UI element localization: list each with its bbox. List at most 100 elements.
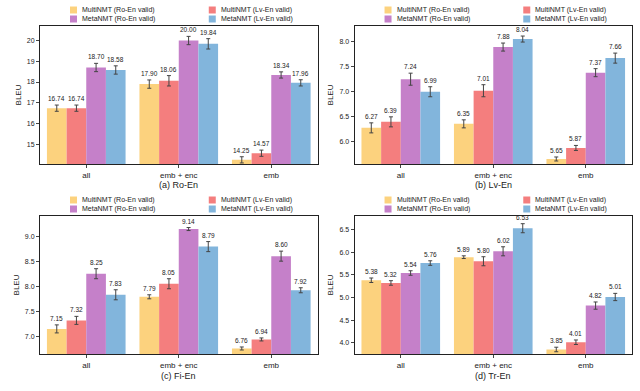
- svg-text:6.39: 6.39: [384, 107, 397, 114]
- svg-text:5.38: 5.38: [365, 268, 378, 275]
- svg-text:19: 19: [27, 58, 35, 65]
- svg-text:MultiNMT (Ro-En valid): MultiNMT (Ro-En valid): [82, 196, 155, 204]
- svg-text:emb: emb: [263, 171, 279, 180]
- svg-text:6.99: 6.99: [424, 77, 437, 84]
- svg-text:emb: emb: [578, 171, 594, 180]
- svg-text:7.88: 7.88: [497, 33, 510, 40]
- svg-text:8.0: 8.0: [339, 38, 349, 45]
- svg-text:all: all: [82, 171, 90, 180]
- svg-text:18.70: 18.70: [88, 53, 105, 60]
- svg-text:7.37: 7.37: [589, 59, 602, 66]
- svg-text:6.94: 6.94: [255, 328, 268, 335]
- svg-text:7.79: 7.79: [143, 285, 156, 292]
- svg-text:5.5: 5.5: [339, 271, 349, 278]
- svg-text:all: all: [397, 171, 405, 180]
- svg-text:MultiNMT (Ro-En valid): MultiNMT (Ro-En valid): [397, 196, 470, 204]
- svg-text:MetaNMT (Lv-En valid): MetaNMT (Lv-En valid): [221, 205, 293, 213]
- svg-text:18.58: 18.58: [107, 56, 124, 63]
- svg-text:9.14: 9.14: [182, 218, 195, 225]
- svg-text:MultiNMT (Lv-En valid): MultiNMT (Lv-En valid): [535, 6, 606, 14]
- svg-text:6.0: 6.0: [339, 138, 349, 145]
- svg-text:6.53: 6.53: [516, 214, 529, 221]
- svg-text:6.5: 6.5: [339, 113, 349, 120]
- svg-text:8.25: 8.25: [90, 259, 103, 266]
- svg-text:7.0: 7.0: [339, 88, 349, 95]
- svg-text:16.74: 16.74: [68, 95, 85, 102]
- svg-text:emb + enc: emb + enc: [474, 171, 512, 180]
- svg-text:5.01: 5.01: [609, 283, 622, 290]
- svg-text:5.76: 5.76: [424, 251, 437, 258]
- svg-text:8.04: 8.04: [516, 26, 529, 33]
- svg-text:6.27: 6.27: [365, 113, 378, 120]
- svg-text:14.57: 14.57: [253, 140, 270, 147]
- svg-text:16.74: 16.74: [48, 95, 65, 102]
- svg-text:8.0: 8.0: [25, 283, 35, 290]
- svg-text:7.01: 7.01: [477, 75, 490, 82]
- svg-text:emb + enc: emb + enc: [160, 171, 198, 180]
- svg-text:MultiNMT (Lv-En valid): MultiNMT (Lv-En valid): [535, 196, 606, 204]
- svg-text:6.35: 6.35: [457, 110, 470, 117]
- svg-text:MultiNMT (Lv-En valid): MultiNMT (Lv-En valid): [221, 6, 292, 14]
- svg-text:7.92: 7.92: [294, 278, 307, 285]
- svg-text:8.60: 8.60: [275, 241, 288, 248]
- svg-text:5.89: 5.89: [457, 246, 470, 253]
- svg-text:7.5: 7.5: [339, 63, 349, 70]
- svg-text:20: 20: [27, 37, 35, 44]
- svg-text:7.66: 7.66: [609, 43, 622, 50]
- svg-text:5.32: 5.32: [384, 271, 397, 278]
- svg-text:6.02: 6.02: [497, 237, 510, 244]
- svg-text:5.54: 5.54: [404, 261, 417, 268]
- svg-text:BLEU: BLEU: [14, 84, 23, 105]
- svg-text:MultiNMT (Lv-En valid): MultiNMT (Lv-En valid): [221, 196, 292, 204]
- svg-text:MultiNMT (Ro-En valid): MultiNMT (Ro-En valid): [397, 6, 470, 14]
- svg-text:4.0: 4.0: [339, 339, 349, 346]
- svg-text:5.80: 5.80: [477, 247, 490, 254]
- svg-text:7.0: 7.0: [25, 333, 35, 340]
- svg-text:MetaNMT (Lv-En valid): MetaNMT (Lv-En valid): [535, 205, 607, 213]
- svg-text:18.06: 18.06: [160, 66, 177, 73]
- svg-text:5.0: 5.0: [339, 294, 349, 301]
- svg-text:6.0: 6.0: [339, 249, 349, 256]
- svg-text:MetaNMT (Lv-En valid): MetaNMT (Lv-En valid): [221, 15, 293, 23]
- svg-text:MetaNMT (Ro-En valid): MetaNMT (Ro-En valid): [397, 15, 470, 23]
- svg-text:7.15: 7.15: [50, 315, 63, 322]
- svg-text:MetaNMT (Ro-En valid): MetaNMT (Ro-En valid): [397, 205, 470, 213]
- svg-text:17: 17: [27, 99, 35, 106]
- svg-text:6.5: 6.5: [339, 226, 349, 233]
- svg-text:MultiNMT (Ro-En valid): MultiNMT (Ro-En valid): [82, 6, 155, 14]
- svg-text:14.25: 14.25: [233, 147, 250, 154]
- svg-text:all: all: [397, 361, 405, 370]
- svg-text:16: 16: [27, 120, 35, 127]
- svg-text:emb + enc: emb + enc: [474, 361, 512, 370]
- svg-text:emb: emb: [263, 361, 279, 370]
- svg-text:18.34: 18.34: [273, 62, 290, 69]
- svg-text:(b) Lv-En: (b) Lv-En: [475, 180, 512, 190]
- svg-text:BLEU: BLEU: [12, 274, 21, 295]
- svg-text:BLEU: BLEU: [326, 274, 335, 295]
- svg-text:(c) Fi-En: (c) Fi-En: [161, 371, 196, 381]
- svg-text:MetaNMT (Lv-En valid): MetaNMT (Lv-En valid): [535, 15, 607, 23]
- svg-text:9.0: 9.0: [25, 233, 35, 240]
- svg-text:4.82: 4.82: [589, 292, 602, 299]
- svg-text:5.87: 5.87: [569, 135, 582, 142]
- svg-text:17.96: 17.96: [292, 70, 309, 77]
- svg-text:19.84: 19.84: [200, 29, 217, 36]
- svg-text:8.79: 8.79: [202, 232, 215, 239]
- svg-text:all: all: [82, 361, 90, 370]
- svg-text:17.90: 17.90: [141, 70, 158, 77]
- svg-text:(a) Ro-En: (a) Ro-En: [159, 180, 198, 190]
- svg-text:7.5: 7.5: [25, 308, 35, 315]
- svg-text:20.00: 20.00: [180, 26, 197, 33]
- svg-text:4.5: 4.5: [339, 317, 349, 324]
- svg-text:18: 18: [27, 78, 35, 85]
- svg-text:6.76: 6.76: [235, 337, 248, 344]
- svg-text:8.05: 8.05: [162, 269, 175, 276]
- svg-text:7.83: 7.83: [109, 280, 122, 287]
- svg-text:MetaNMT (Ro-En valid): MetaNMT (Ro-En valid): [82, 205, 155, 213]
- svg-text:7.24: 7.24: [404, 63, 417, 70]
- svg-text:8.5: 8.5: [25, 258, 35, 265]
- svg-text:MetaNMT (Ro-En valid): MetaNMT (Ro-En valid): [82, 15, 155, 23]
- svg-text:5.65: 5.65: [550, 147, 563, 154]
- svg-text:3.85: 3.85: [550, 337, 563, 344]
- svg-text:BLEU: BLEU: [326, 84, 335, 105]
